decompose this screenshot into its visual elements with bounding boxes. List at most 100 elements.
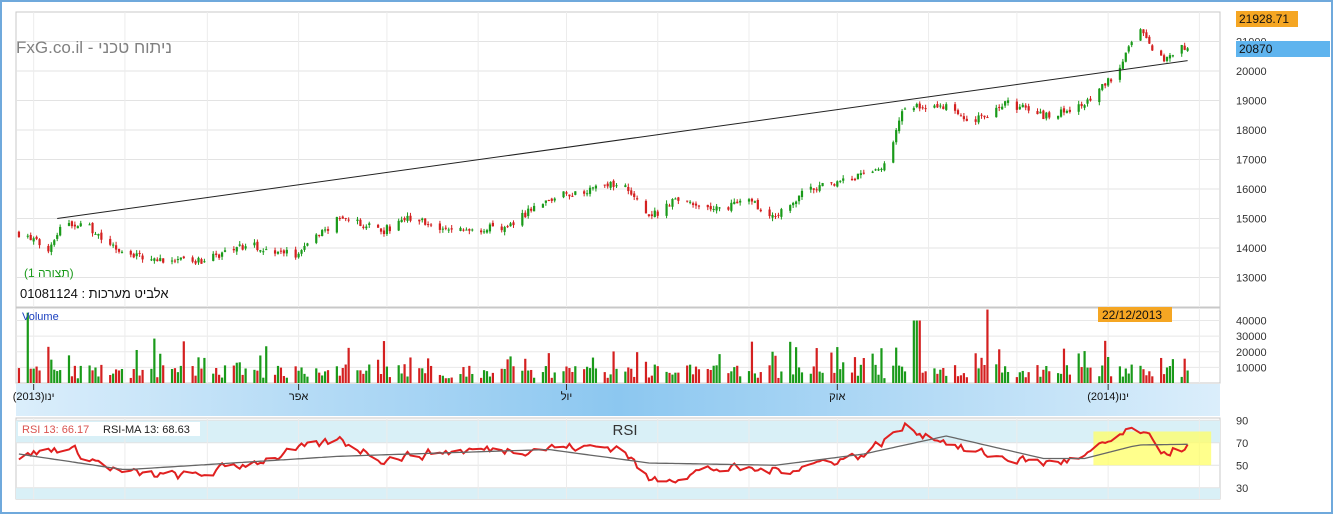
volume-bar: [1027, 372, 1030, 383]
volume-bar: [633, 376, 636, 383]
price-candle: [986, 115, 989, 119]
candle-body: [880, 168, 883, 171]
candle-body: [1160, 50, 1163, 56]
price-candle: [88, 222, 91, 226]
volume-bar: [627, 367, 630, 383]
candle-body: [1165, 56, 1169, 61]
volume-bar: [441, 375, 444, 383]
brand-watermark: FxG.co.il - ניתוח טכני: [16, 38, 172, 57]
price-candle: [624, 183, 627, 188]
volume-bar: [1121, 376, 1124, 383]
price-candle: [789, 204, 792, 214]
volume-bar: [38, 370, 41, 383]
price-candle: [809, 183, 812, 193]
price-candle: [138, 250, 141, 257]
volume-bar: [877, 374, 880, 383]
candle-body: [170, 260, 174, 262]
volume-bar: [998, 349, 1001, 383]
price-candle: [777, 212, 780, 219]
candle-body: [259, 250, 262, 252]
trendline: [57, 60, 1188, 219]
price-candle: [303, 242, 306, 252]
candle-body: [29, 235, 32, 241]
volume-bar: [915, 320, 918, 383]
candle-body: [812, 188, 815, 190]
price-candle: [668, 203, 671, 207]
price-candle: [706, 204, 709, 211]
candle-body: [977, 115, 980, 123]
volume-bar: [503, 368, 506, 383]
candle-body: [939, 105, 942, 107]
candle-body: [633, 193, 636, 197]
price-candle: [524, 210, 527, 218]
volume-bar: [995, 364, 998, 383]
volume-bar: [306, 376, 309, 383]
price-candle: [945, 102, 948, 112]
candle-body: [900, 111, 904, 122]
candle-body: [265, 249, 268, 251]
price-candle: [606, 181, 609, 189]
price-candle: [977, 112, 980, 125]
candle-body: [282, 250, 285, 254]
volume-bar: [603, 372, 606, 383]
volume-bar: [818, 371, 821, 383]
candle-body: [1001, 106, 1004, 110]
volume-bar: [1083, 351, 1086, 383]
volume-bar: [895, 347, 898, 383]
price-candle: [715, 203, 718, 214]
candle-body: [665, 203, 668, 216]
price-candle: [485, 228, 489, 234]
price-candle: [306, 242, 309, 247]
price-candle: [830, 182, 833, 186]
current-price-badge: [1236, 41, 1330, 57]
volume-bar: [403, 364, 406, 383]
candle-body: [527, 208, 530, 217]
candle-body: [677, 197, 680, 201]
candle-body: [114, 245, 118, 250]
price-candle: [276, 250, 280, 255]
volume-bar: [59, 370, 62, 383]
price-candle: [1151, 44, 1154, 52]
candle-body: [1015, 101, 1018, 110]
price-candle: [903, 107, 907, 110]
volume-bar: [338, 375, 341, 383]
candle-body: [532, 205, 536, 212]
volume-bar: [241, 374, 244, 383]
price-candle: [650, 210, 653, 220]
candle-body: [759, 209, 762, 212]
price-candle: [998, 104, 1001, 112]
price-candle: [182, 255, 185, 259]
price-candle: [677, 196, 680, 205]
price-candle: [368, 221, 371, 228]
price-candle: [1056, 115, 1060, 120]
price-candle: [1004, 100, 1007, 108]
volume-bar: [945, 375, 948, 383]
volume-bar: [173, 368, 177, 383]
price-candle: [385, 224, 389, 236]
price-candle: [697, 204, 701, 210]
volume-bar: [421, 368, 424, 383]
candle-body: [1027, 106, 1030, 111]
candle-body: [933, 105, 936, 108]
candle-body: [176, 259, 180, 261]
rsi-tick-label: 50: [1236, 460, 1248, 472]
price-candle: [792, 201, 795, 209]
volume-bar: [583, 369, 586, 383]
price-candle: [900, 108, 904, 125]
volume-bar: [809, 373, 812, 383]
candle-body: [76, 226, 79, 229]
volume-bar: [1045, 366, 1048, 383]
volume-bar: [368, 364, 371, 383]
rsi-tick-label: 90: [1236, 415, 1248, 427]
candle-body: [615, 185, 618, 187]
volume-bar: [129, 377, 132, 383]
price-candle: [892, 140, 895, 164]
candle-body: [689, 201, 692, 203]
candle-body: [323, 229, 327, 231]
price-candle: [609, 181, 612, 191]
candle-body: [1080, 103, 1083, 107]
price-candle: [797, 195, 801, 205]
candle-body: [524, 212, 527, 218]
candle-body: [739, 200, 742, 203]
